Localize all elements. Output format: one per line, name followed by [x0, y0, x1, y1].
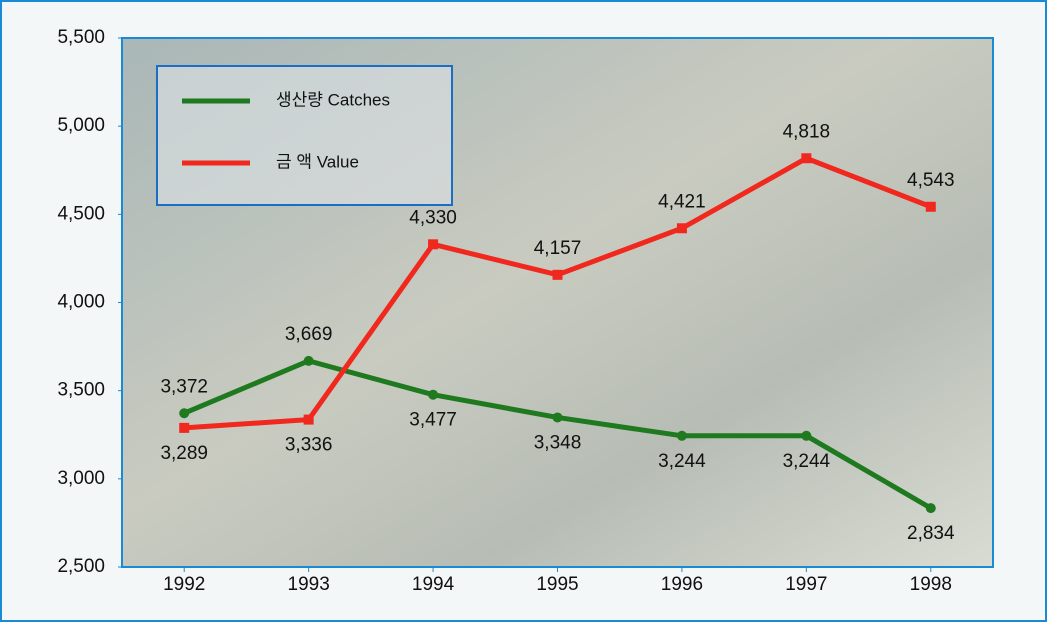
point	[552, 269, 563, 280]
data-label: 3,477	[409, 410, 457, 431]
point	[925, 503, 936, 514]
y-tick-label: 5,000	[57, 115, 105, 136]
point	[179, 422, 190, 433]
data-label: 4,543	[907, 170, 955, 191]
x-tick-label: 1993	[288, 574, 330, 595]
y-tick-label: 2,500	[57, 556, 105, 577]
point	[303, 355, 314, 366]
legend	[156, 65, 453, 206]
data-label: 3,669	[285, 324, 333, 345]
y-tick-label: 5,500	[57, 27, 105, 48]
point	[676, 430, 687, 441]
legend-label: 생산량 Catches	[276, 90, 390, 109]
x-tick-label: 1994	[412, 574, 455, 595]
data-label: 3,244	[783, 451, 831, 472]
point	[676, 223, 687, 234]
point	[925, 201, 936, 212]
x-tick-label: 1997	[785, 574, 827, 595]
data-label: 2,834	[907, 523, 955, 544]
y-tick-label: 4,000	[57, 292, 105, 313]
point	[801, 430, 812, 441]
data-label: 4,157	[534, 238, 582, 259]
point	[428, 239, 439, 250]
data-label: 4,421	[658, 191, 706, 212]
y-tick-label: 3,000	[57, 468, 105, 489]
y-tick-label: 3,500	[57, 380, 105, 401]
data-label: 4,330	[409, 207, 457, 228]
point	[801, 153, 812, 164]
x-tick-label: 1998	[910, 574, 952, 595]
legend-label: 금 액 Value	[276, 152, 359, 171]
data-label: 3,372	[160, 376, 208, 397]
y-tick-label: 4,500	[57, 203, 105, 224]
point	[303, 414, 314, 425]
data-label: 3,348	[534, 432, 582, 453]
data-label: 3,336	[285, 435, 333, 456]
data-label: 3,244	[658, 451, 706, 472]
point	[428, 389, 439, 400]
data-label: 4,818	[783, 121, 831, 142]
x-tick-label: 1996	[661, 574, 703, 595]
x-tick-label: 1995	[536, 574, 578, 595]
point	[552, 412, 563, 423]
x-tick-label: 1992	[163, 574, 205, 595]
data-label: 3,289	[160, 443, 208, 464]
point	[179, 408, 190, 419]
